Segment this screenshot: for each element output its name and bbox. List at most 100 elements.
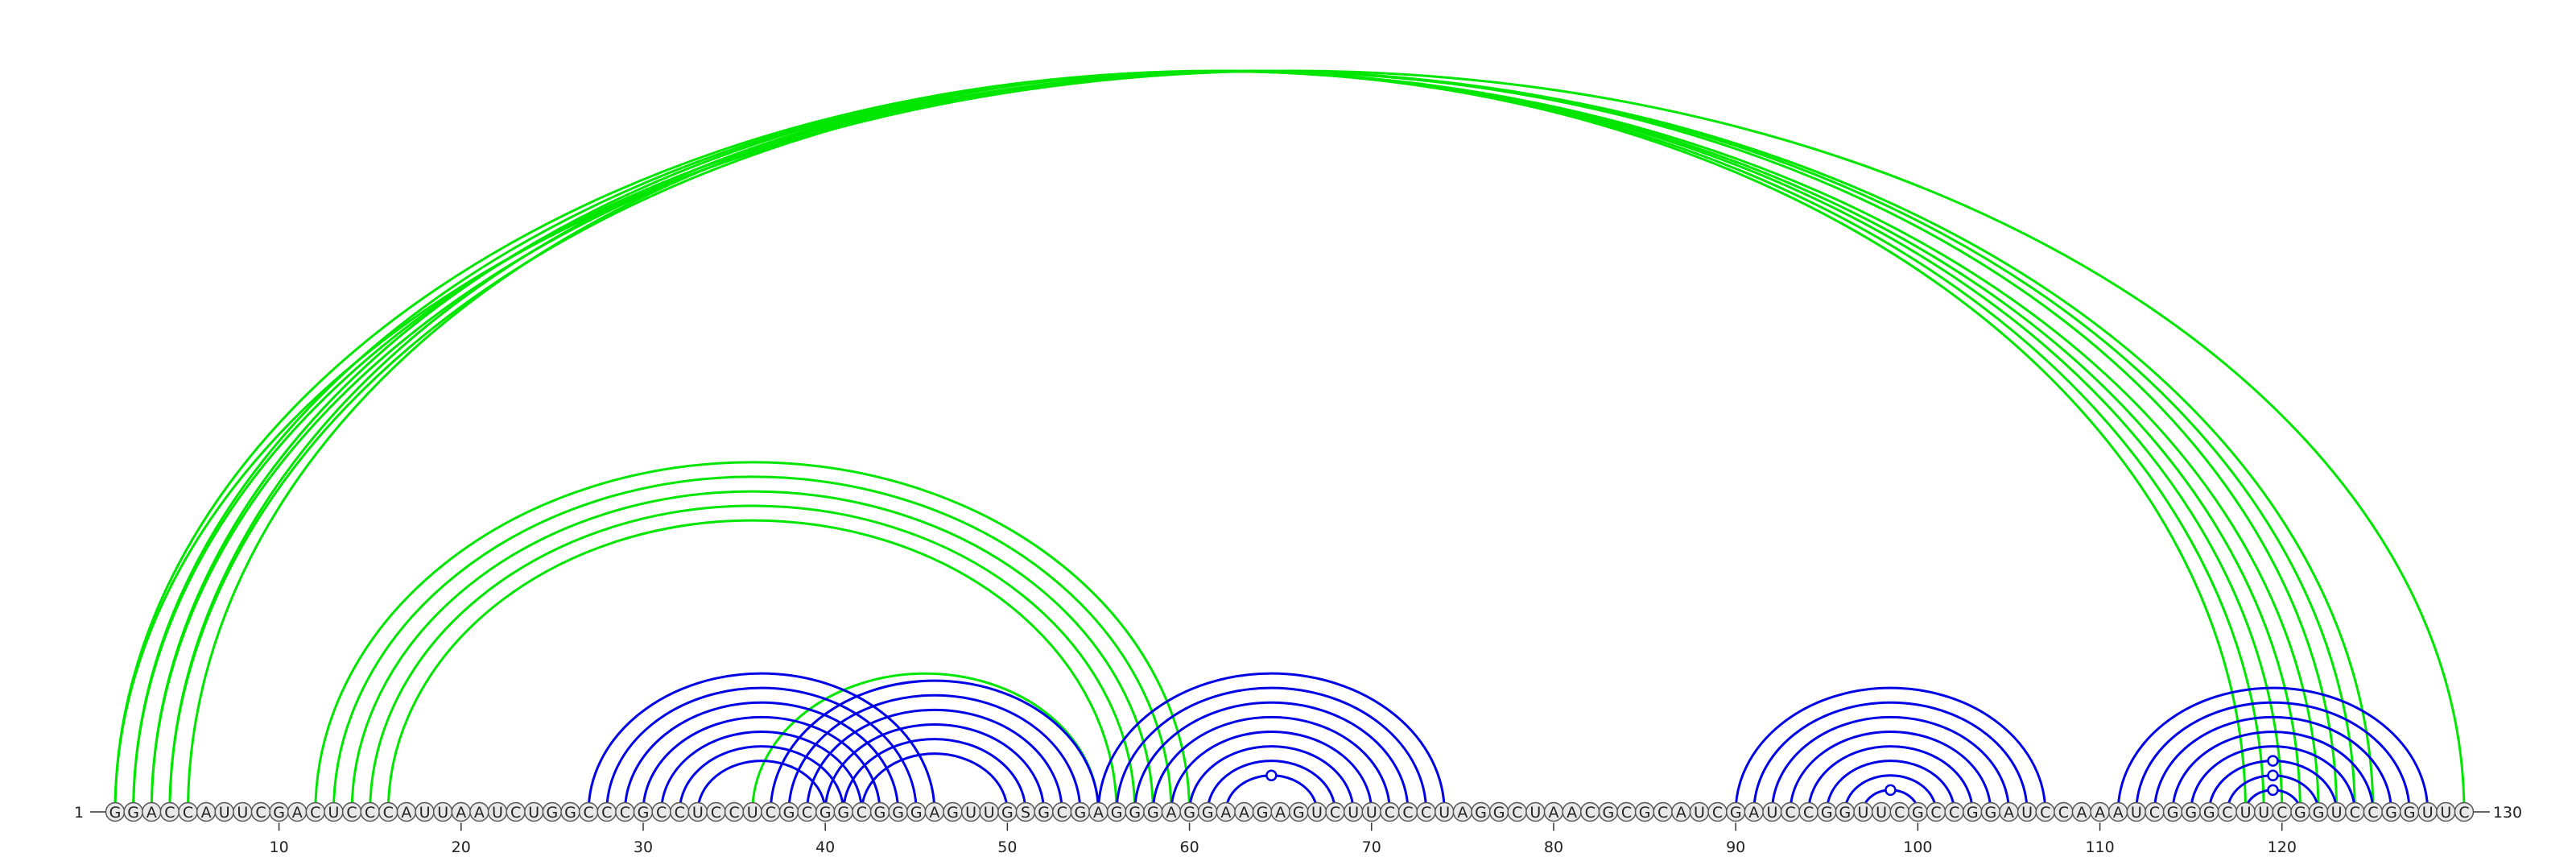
nucleotide-letter: U (1366, 804, 1377, 822)
nucleotide-letter: G (2203, 804, 2215, 822)
nucleotide-letter: G (1984, 804, 1996, 822)
nucleotide: C (2363, 801, 2384, 822)
nucleotide: C (2035, 801, 2055, 822)
tick-label: 20 (452, 838, 471, 856)
nucleotide: G (869, 801, 890, 822)
base-pair-arc (642, 715, 881, 813)
nucleotide-letter: A (2004, 804, 2014, 822)
nucleotide: A (2090, 801, 2110, 822)
nucleotide-letter: C (183, 804, 193, 822)
nucleotide: U (233, 801, 253, 822)
nucleotide-letter: C (2058, 804, 2069, 822)
nucleotide-letter: U (328, 804, 339, 822)
nucleotide: C (250, 801, 271, 822)
nucleotide-letter: U (2440, 804, 2451, 822)
nucleotide: C (1798, 801, 1818, 822)
nucleotide: G (1980, 801, 2001, 822)
nucleotide-letter: U (437, 804, 448, 822)
nucleotide: C (797, 801, 817, 822)
nucleotide: G (1817, 801, 1837, 822)
nucleotide: A (1270, 801, 1290, 822)
nucleotide: A (2107, 801, 2128, 822)
nucleotide-letter: G (1967, 804, 1979, 822)
nucleotide-letter: C (2368, 804, 2378, 822)
nucleotide: G (1908, 801, 1928, 822)
nucleotide: A (1543, 801, 1564, 822)
nucleotide-letter: A (929, 804, 939, 822)
base-pair-arc (678, 745, 845, 813)
nucleotide: G (1034, 801, 1054, 822)
tick-layer: 10 20 30 40 50 60 70 80 90 100 110 120 (269, 822, 2297, 856)
nucleotide-letter: G (1821, 804, 1833, 822)
nucleotide: C (578, 801, 599, 822)
nucleotide: A (1671, 801, 1691, 822)
base-pair-arc (2116, 686, 2429, 813)
nucleotide: A (287, 801, 308, 822)
nucleotide: A (1161, 801, 1182, 822)
base-pair-arc (350, 490, 1154, 813)
nucleotide: U (2235, 801, 2256, 822)
nucleotide: U (2417, 801, 2438, 822)
nucleotide-letter: C (583, 804, 593, 822)
nucleotide-letter: C (1621, 804, 1632, 822)
nucleotide-letter: A (147, 804, 157, 822)
nucleotide-letter: C (601, 804, 612, 822)
nucleotide-letter: C (510, 804, 521, 822)
nucleotide: G (2399, 801, 2420, 822)
nucleotide: U (1361, 801, 1382, 822)
nucleotide: C (1653, 801, 1673, 822)
nucleotide-letter: A (1093, 804, 1104, 822)
nucleotide-letter: A (401, 804, 411, 822)
nucleotide-letter: U (2021, 804, 2033, 822)
nucleotide: C (1926, 801, 1946, 822)
base-pair-arc (114, 69, 2320, 813)
nucleotide: G (2199, 801, 2219, 822)
nucleotide: G (1125, 801, 1145, 822)
nucleotide-letter: A (474, 804, 485, 822)
base-pair-arc (751, 672, 1100, 813)
nucleotide: A (196, 801, 217, 822)
nucleotide: C (1325, 801, 1345, 822)
nucleotide-letter: C (2458, 804, 2469, 822)
nucleotide: C (159, 801, 180, 822)
nucleotide: U (1525, 801, 1546, 822)
nucleotide: C (1707, 801, 1728, 822)
nucleotide-letter: G (1602, 804, 1614, 822)
nucleotide-letter: C (1585, 804, 1596, 822)
nucleotide: G (1070, 801, 1091, 822)
nucleotide-letter: A (1275, 804, 1286, 822)
nucleotide: G (1634, 801, 1655, 822)
base-pair-arc (1133, 701, 1410, 813)
nucleotide: C (2145, 801, 2165, 822)
nucleotide-letter: A (1166, 804, 1176, 822)
nucleotide: U (1853, 801, 1873, 822)
nucleotide: C (651, 801, 671, 822)
nucleotide: G (2162, 801, 2183, 822)
base-pair-arc (2171, 731, 2375, 813)
nucleotide-letter: G (1074, 804, 1086, 822)
nucleotide: G (1289, 801, 1309, 822)
nucleotide: G (815, 801, 836, 822)
nucleotide-letter: C (675, 804, 685, 822)
nucleotide-letter: C (1057, 804, 1067, 822)
nucleotide: C (506, 801, 526, 822)
base-pair-arc (2135, 701, 2411, 813)
nucleotide: G (2181, 801, 2201, 822)
nucleotide-letter: U (1311, 804, 1323, 822)
tick-label: 110 (2085, 838, 2114, 856)
nucleotide: G (1725, 801, 1746, 822)
nucleotide-letter: C (766, 804, 776, 822)
tick-label: 10 (269, 838, 288, 856)
nucleotide-letter: C (857, 804, 867, 822)
nucleotide: U (2253, 801, 2274, 822)
nucleotide-letter: G (1730, 804, 1742, 822)
tick-label: 40 (815, 838, 835, 856)
nucleotide-letter: G (2404, 804, 2416, 822)
nucleotide-letter: U (1348, 804, 1359, 822)
nucleotide-letter: G (1257, 804, 1269, 822)
nucleotide: U (415, 801, 435, 822)
nucleotide-letter: A (1676, 804, 1686, 822)
nucleotide-letter: G (1111, 804, 1123, 822)
nucleotide-circle (2454, 801, 2475, 822)
nucleotide: A (1216, 801, 1236, 822)
